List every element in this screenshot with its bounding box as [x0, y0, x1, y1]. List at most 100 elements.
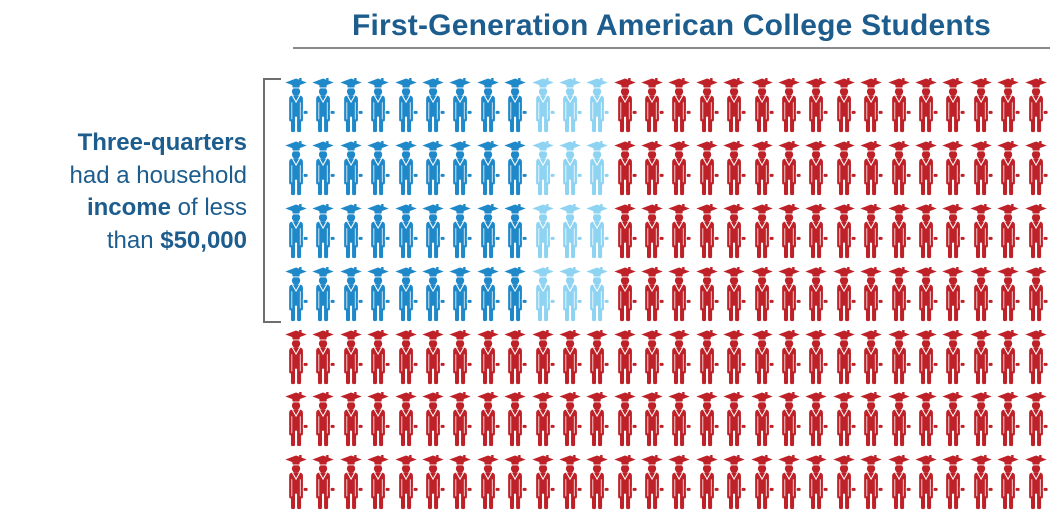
graduate-icon — [696, 78, 719, 134]
graduate-icon — [1025, 330, 1048, 386]
graduate-icon — [751, 204, 774, 260]
graduate-icon — [340, 330, 363, 386]
graduate-icon — [559, 330, 582, 386]
graduate-icon — [970, 392, 993, 448]
graduate-icon — [641, 455, 664, 511]
graduate-icon — [367, 392, 390, 448]
graduate-icon — [696, 204, 719, 260]
graduate-icon — [340, 392, 363, 448]
graduate-icon — [641, 141, 664, 197]
graduate-icon — [915, 330, 938, 386]
graduate-icon — [778, 392, 801, 448]
graduate-icon — [723, 78, 746, 134]
graduate-icon — [751, 455, 774, 511]
graduate-icon — [614, 330, 637, 386]
graduate-icon — [312, 455, 335, 511]
graduate-icon — [751, 141, 774, 197]
graduate-icon — [860, 392, 883, 448]
graduate-icon — [340, 455, 363, 511]
graduate-icon — [449, 455, 472, 511]
graduate-icon — [915, 392, 938, 448]
graduate-icon — [915, 204, 938, 260]
graduate-icon — [805, 78, 828, 134]
callout-text: than — [106, 226, 161, 254]
graduate-icon — [833, 141, 856, 197]
graduate-icon — [614, 455, 637, 511]
graduate-icon — [641, 78, 664, 134]
graduate-icon — [532, 141, 555, 197]
graduate-icon — [805, 204, 828, 260]
graduate-icon — [504, 267, 527, 323]
graduate-icon — [668, 455, 691, 511]
graduate-icon — [970, 267, 993, 323]
graduate-icon — [860, 78, 883, 134]
graduate-icon — [340, 141, 363, 197]
graduate-icon — [614, 267, 637, 323]
graduate-icon — [942, 78, 965, 134]
graduate-icon — [970, 204, 993, 260]
callout-line: than $50,000 — [30, 225, 247, 258]
graduate-icon — [1025, 392, 1048, 448]
graduate-icon — [614, 392, 637, 448]
graduate-icon — [668, 78, 691, 134]
graduate-icon — [504, 141, 527, 197]
graduate-icon — [367, 204, 390, 260]
graduate-icon — [751, 330, 774, 386]
graduate-icon — [805, 267, 828, 323]
graduate-icon — [285, 392, 308, 448]
graduate-icon — [860, 330, 883, 386]
callout-emphasis: $50,000 — [160, 226, 247, 254]
graduate-icon — [449, 330, 472, 386]
graduate-icon — [942, 392, 965, 448]
graduate-icon — [1025, 267, 1048, 323]
graduate-icon — [860, 455, 883, 511]
graduate-icon — [285, 330, 308, 386]
graduate-icon — [285, 267, 308, 323]
graduate-icon — [997, 141, 1020, 197]
graduate-icon — [751, 392, 774, 448]
graduate-icon — [340, 78, 363, 134]
graduate-icon — [504, 455, 527, 511]
graduate-icon — [641, 392, 664, 448]
graduate-icon — [942, 455, 965, 511]
graduate-icon — [778, 78, 801, 134]
graduate-icon — [723, 267, 746, 323]
graduate-icon — [888, 267, 911, 323]
graduate-icon — [367, 141, 390, 197]
graduate-icon — [395, 204, 418, 260]
graduate-icon — [586, 392, 609, 448]
header: First-Generation American College Studen… — [293, 9, 1050, 43]
graduate-icon — [586, 330, 609, 386]
graduate-icon — [586, 455, 609, 511]
graduate-icon — [942, 267, 965, 323]
graduate-icon — [395, 141, 418, 197]
graduate-icon — [696, 392, 719, 448]
graduate-icon — [449, 392, 472, 448]
graduate-icon — [997, 204, 1020, 260]
graduate-icon — [970, 78, 993, 134]
graduate-icon — [586, 78, 609, 134]
graduate-icon — [422, 392, 445, 448]
graduate-icon — [888, 78, 911, 134]
graduate-icon — [970, 141, 993, 197]
graduate-icon — [833, 330, 856, 386]
graduate-icon — [1025, 78, 1048, 134]
graduate-icon — [641, 204, 664, 260]
graduate-icon — [395, 267, 418, 323]
graduate-icon — [888, 141, 911, 197]
graduate-icon — [888, 455, 911, 511]
graduate-icon — [833, 204, 856, 260]
graduate-icon — [833, 78, 856, 134]
callout-text: of less — [170, 194, 247, 221]
graduate-icon — [614, 78, 637, 134]
graduate-icon — [422, 455, 445, 511]
graduate-icon — [559, 455, 582, 511]
graduate-icon — [723, 455, 746, 511]
graduate-icon — [340, 204, 363, 260]
graduate-icon — [477, 267, 500, 323]
graduate-icon — [915, 141, 938, 197]
graduate-icon — [586, 267, 609, 323]
graduate-icon — [696, 141, 719, 197]
graduate-icon — [778, 267, 801, 323]
graduate-icon — [860, 141, 883, 197]
